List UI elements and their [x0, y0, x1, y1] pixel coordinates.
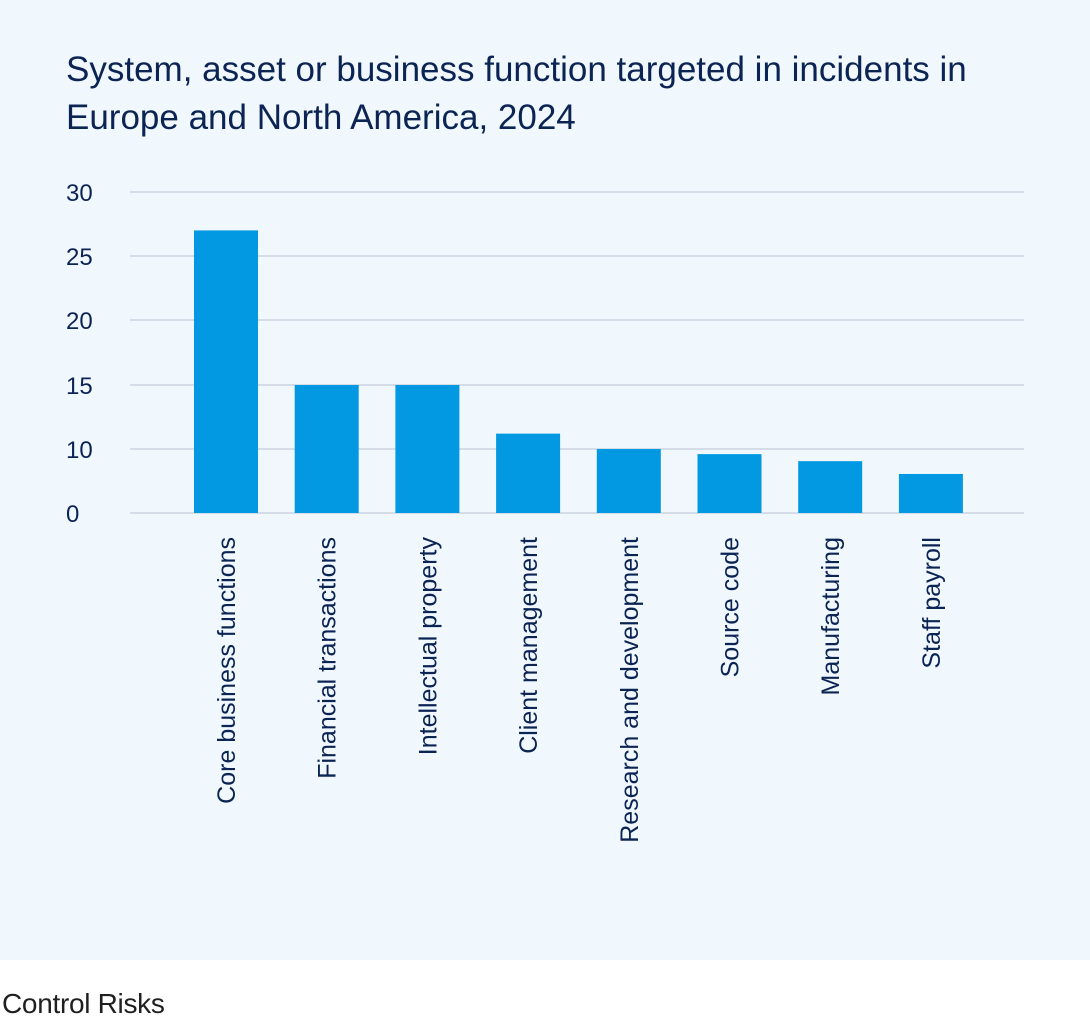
bar-source-code — [697, 454, 762, 513]
y-axis-ticks: 0 10 15 20 25 30 — [66, 180, 93, 528]
x-tick-label: Manufacturing — [817, 537, 845, 695]
x-tick-label: Client management — [515, 537, 543, 754]
x-tick-label: Source code — [717, 537, 745, 677]
y-tick-label: 30 — [66, 180, 93, 207]
x-tick-label: Core business functions — [213, 537, 241, 804]
bar-chart: 0 10 15 20 25 30 Core business functions Finan… — [66, 180, 1024, 843]
y-tick-label: 25 — [66, 244, 93, 271]
y-tick-label: 10 — [66, 437, 93, 464]
chart-title: System, asset or business function targe… — [66, 50, 967, 137]
bar-core-business-functions — [194, 230, 258, 513]
chart-panel: System, asset or business function targe… — [0, 0, 1090, 960]
bar-intellectual-property — [395, 385, 460, 513]
bar-client-management — [496, 433, 561, 513]
x-axis-labels: Core business functions Financial transac… — [213, 537, 946, 843]
x-tick-label: Research and development — [616, 537, 644, 843]
x-tick-label: Financial transactions — [314, 537, 342, 779]
source-label: Control Risks — [2, 988, 165, 1019]
bars — [194, 230, 963, 513]
x-tick-label: Staff payroll — [918, 537, 946, 669]
y-tick-label: 0 — [66, 501, 79, 528]
bar-research-and-development — [596, 449, 661, 513]
gridlines — [130, 191, 1024, 514]
x-tick-label: Intellectual property — [414, 537, 442, 756]
y-tick-label: 15 — [66, 373, 93, 400]
bar-financial-transactions — [294, 385, 359, 513]
bar-manufacturing — [798, 461, 863, 513]
y-tick-label: 20 — [66, 308, 93, 335]
bar-staff-payroll — [898, 473, 963, 513]
